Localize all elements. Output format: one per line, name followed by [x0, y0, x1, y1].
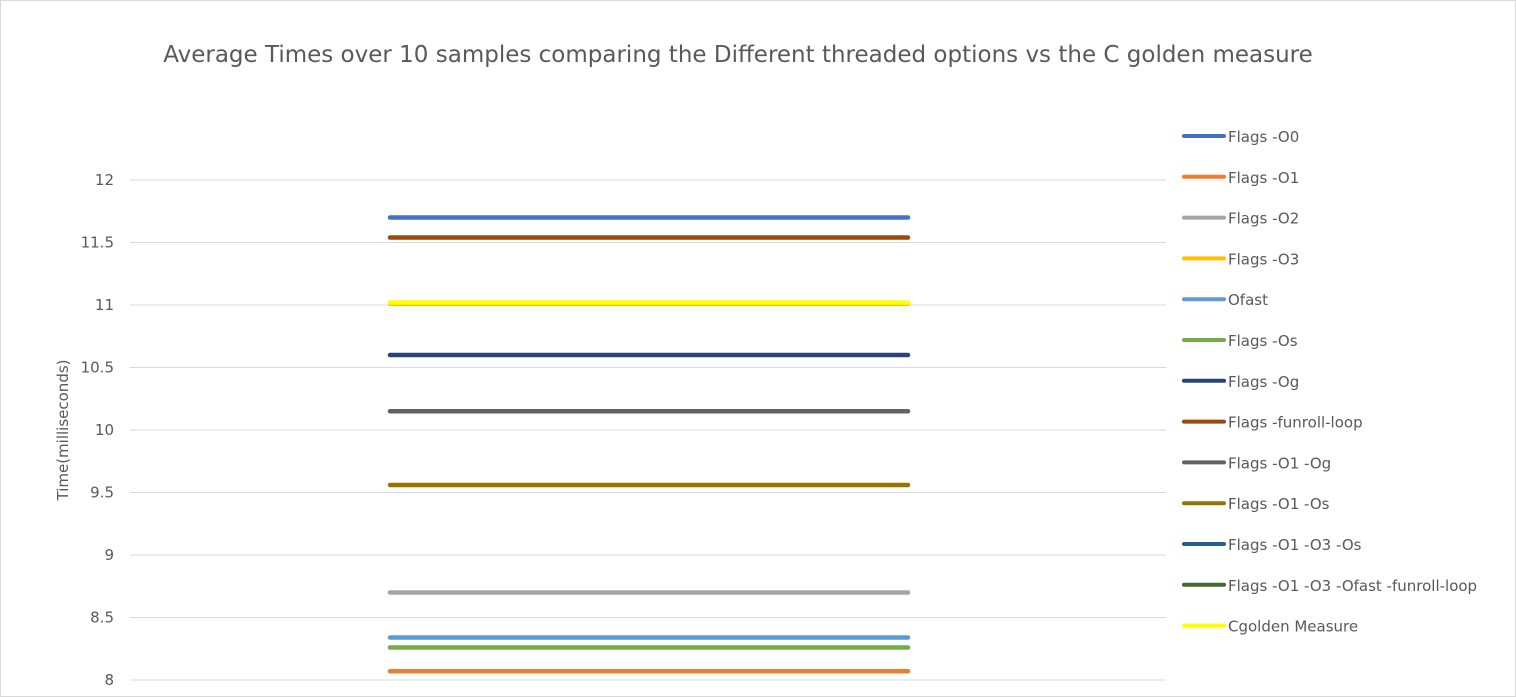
y-tick-label: 11: [95, 296, 114, 314]
y-tick-label: 9: [104, 546, 114, 564]
y-tick-label: 9.5: [90, 484, 114, 502]
legend: Flags -O0 Flags -O1 Flags -O2 Flags -O3 Ofas…: [1182, 128, 1477, 636]
y-tick-label: 10.5: [81, 359, 114, 377]
legend-label: Flags -Og: [1228, 373, 1299, 391]
legend-label: Flags -O0: [1228, 128, 1299, 146]
legend-label: Flags -Os: [1228, 332, 1298, 350]
gridlines: [130, 179, 1166, 681]
y-tick-label: 11.5: [81, 234, 114, 252]
legend-label: Flags -O1: [1228, 169, 1299, 187]
legend-label: Flags -O2: [1228, 210, 1299, 228]
chart-title: Average Times over 10 samples comparing …: [163, 42, 1313, 68]
y-tick-labels: 8 8.5 9 9.5 10 10.5 11 11.5 12: [81, 171, 114, 689]
legend-label: Flags -O3: [1228, 250, 1299, 268]
y-tick-label: 10: [95, 421, 114, 439]
legend-label: Flags -O1 -Os: [1228, 495, 1330, 513]
legend-label: Flags -O1 -O3 -Os: [1228, 536, 1362, 554]
series-lines: [387, 215, 911, 674]
legend-label: Cgolden Measure: [1228, 618, 1358, 636]
y-tick-label: 12: [95, 171, 114, 189]
legend-label: Flags -O1 -O3 -Ofast -funroll-loop: [1228, 577, 1477, 595]
legend-label: Flags -O1 -Og: [1228, 454, 1331, 472]
legend-label: Flags -funroll-loop: [1228, 414, 1363, 432]
y-axis-title: Time(milliseconds): [54, 359, 72, 501]
y-tick-label: 8: [104, 671, 114, 689]
legend-label: Ofast: [1228, 291, 1268, 309]
y-tick-label: 8.5: [90, 609, 114, 627]
